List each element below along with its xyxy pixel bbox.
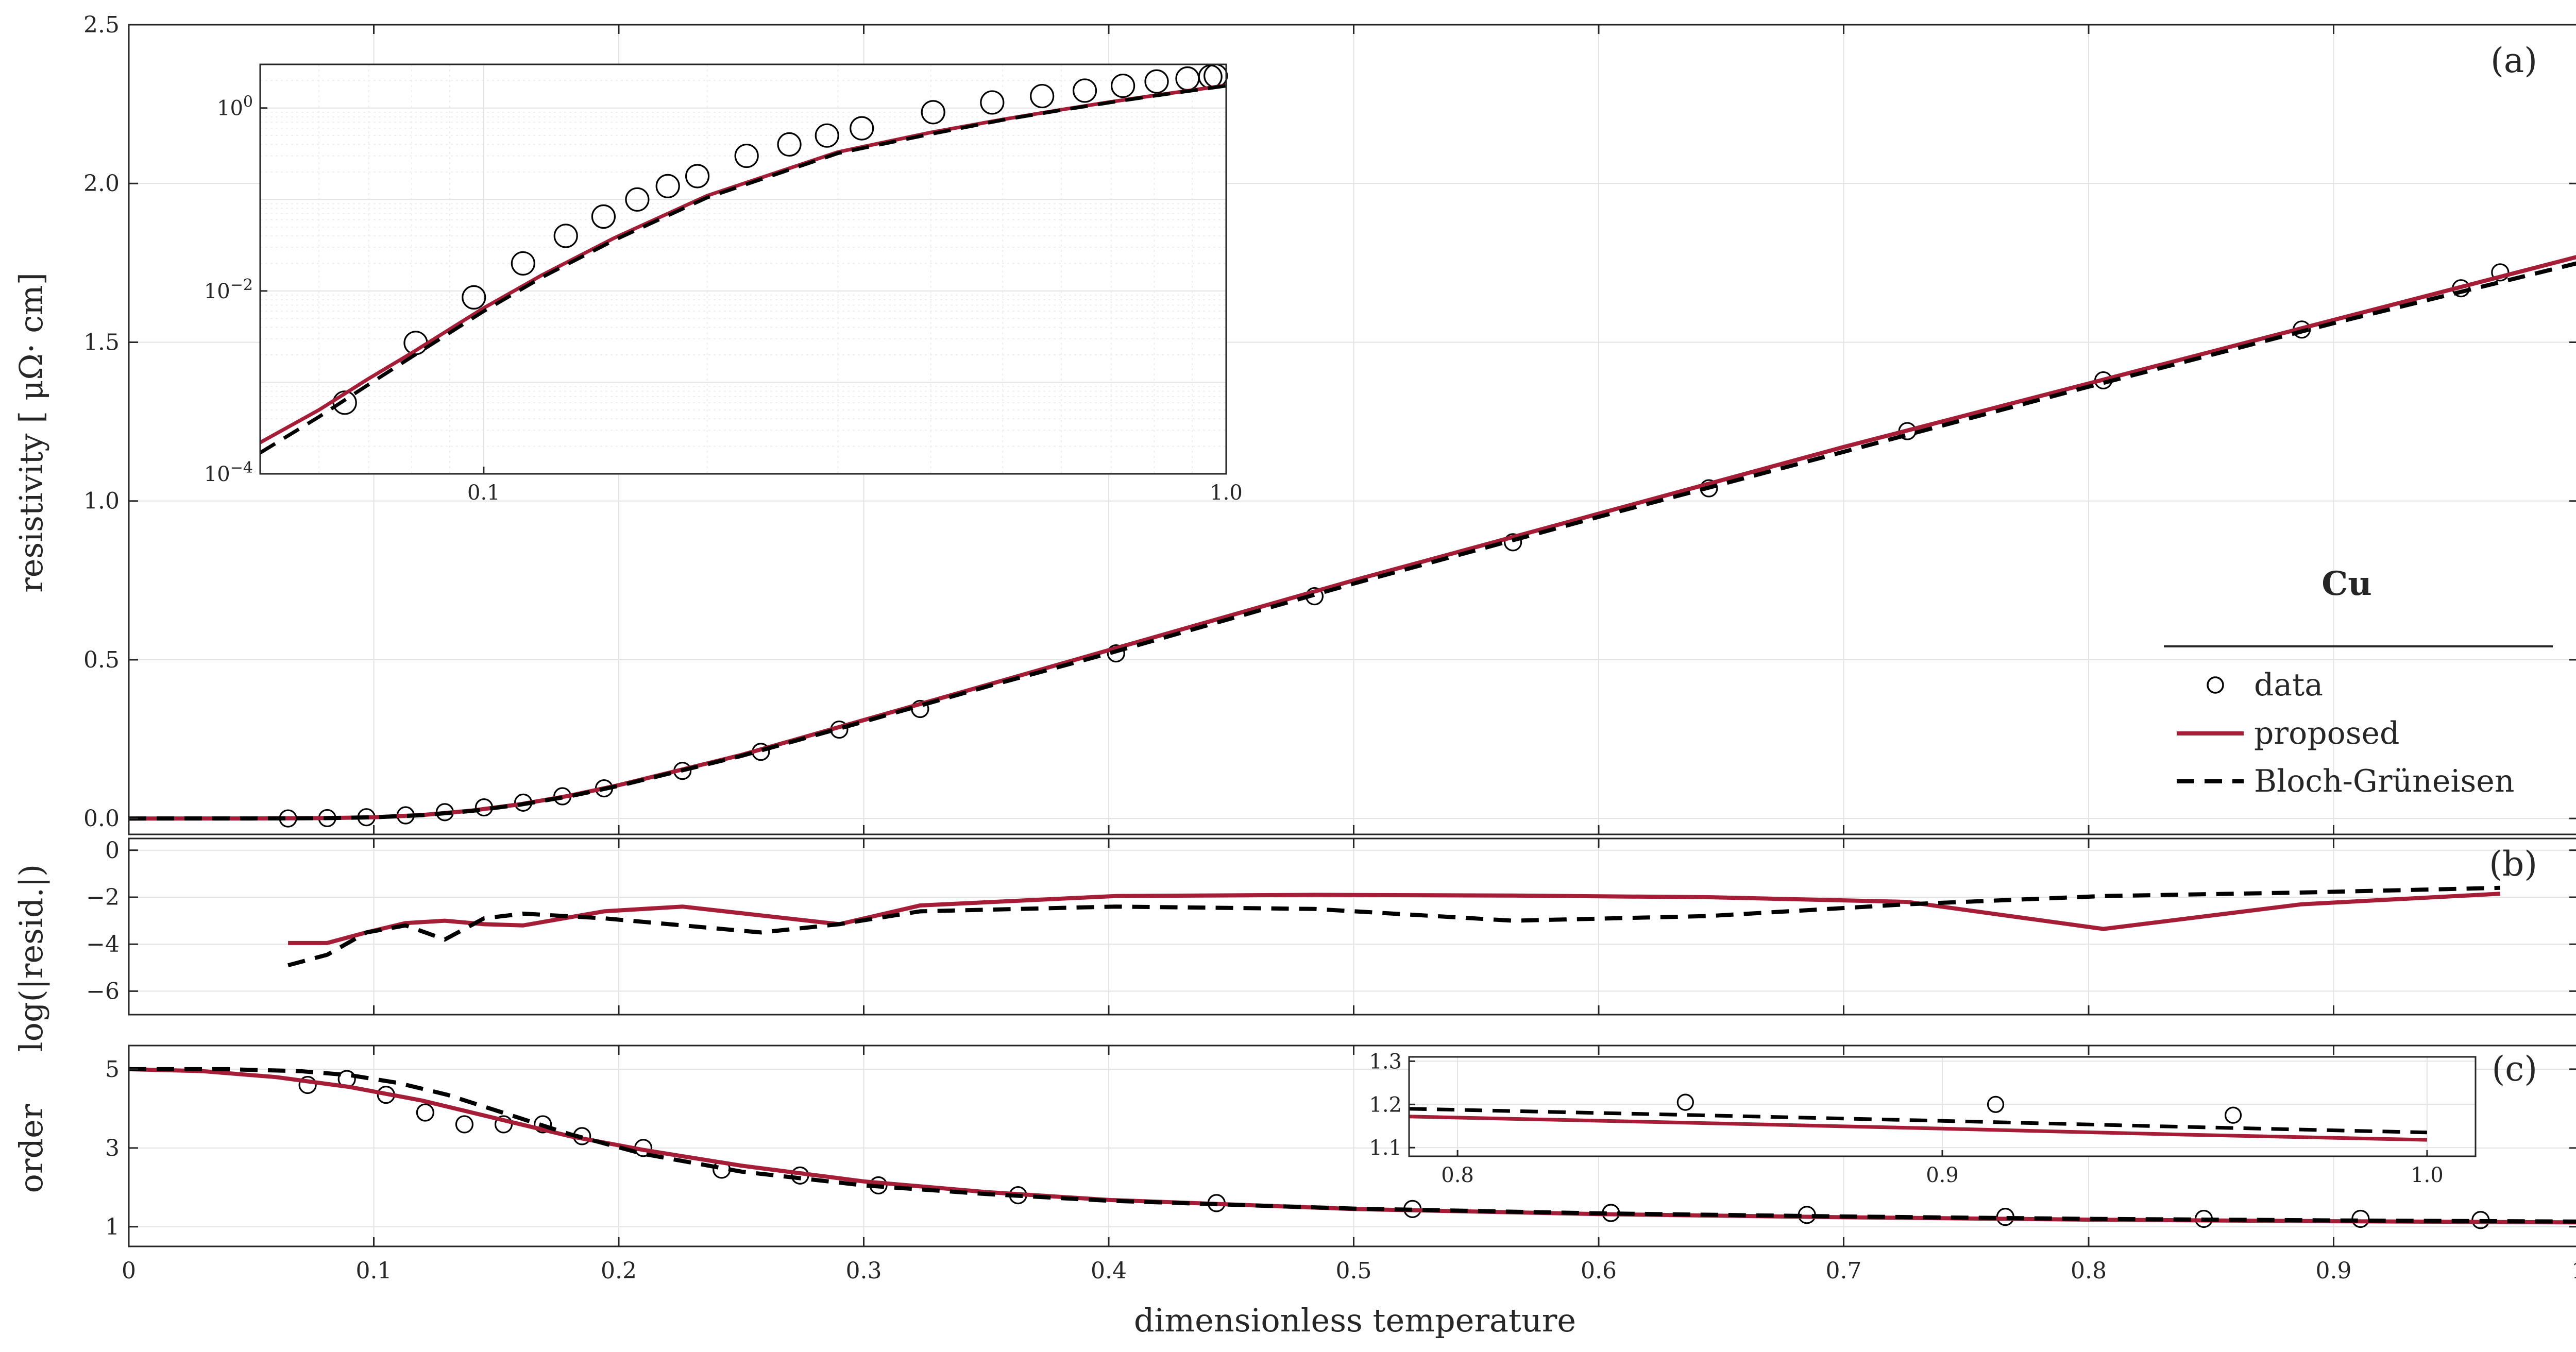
panel-label-b: (b) (2489, 844, 2537, 884)
legend-marker-data (2207, 676, 2224, 694)
panel-a-ytick-label-1: 0.5 (83, 647, 120, 673)
inset-a-data-point-10 (777, 132, 802, 157)
y-axis-label-b: log(|resid.|) (12, 864, 50, 1052)
y-axis-label-a: resistivity [ μΩ· cm] (12, 272, 50, 593)
panel-c-bloch-gruneisen-line (129, 1067, 2576, 1224)
x-tick-label-3: 0.3 (846, 1258, 882, 1284)
x-tick-label-9: 0.9 (2316, 1258, 2352, 1284)
panel-b-bloch-gruneisen-line (287, 885, 2500, 968)
panel-b-ytick-label-0: 0 (105, 837, 120, 864)
inset-a-frame (259, 63, 1227, 475)
panel-a-ytick-label-5: 2.5 (83, 12, 120, 38)
inset-c-xtick-label-2: 1.0 (2411, 1163, 2444, 1187)
x-tick-label-4: 0.4 (1091, 1258, 1127, 1284)
inset-a-ytick-label-2: 100 (217, 93, 253, 121)
inset-a-data-point-8 (685, 164, 710, 189)
inset-c-ytick-label-1: 1.2 (1369, 1093, 1402, 1117)
x-tick-label-2: 0.2 (601, 1258, 637, 1284)
panel-c-ytick-label-0: 1 (105, 1214, 120, 1240)
x-tick-label-10: 1 (2571, 1258, 2576, 1284)
panel-a-data-point-21 (2491, 263, 2510, 282)
panel-a-ytick-label-3: 1.5 (83, 329, 120, 355)
inset-a-background (260, 64, 1226, 474)
inset-a-data-point-7 (655, 174, 680, 198)
inset-c-xtick-label-1: 0.9 (1926, 1163, 1959, 1187)
x-tick-label-7: 0.7 (1826, 1258, 1862, 1284)
panel-a-ytick-label-4: 2.0 (83, 170, 120, 197)
inset-a-data-point-11 (815, 123, 839, 148)
inset-a-ytick-label-1: 10−2 (204, 276, 253, 303)
legend-label-bloch: Bloch-Grüneisen (2254, 763, 2514, 799)
inset-a (259, 63, 1228, 475)
inset-a-data-point-17 (1110, 73, 1136, 98)
inset-c-data-point-2 (2224, 1106, 2242, 1124)
inset-c-ytick-label-2: 1.3 (1369, 1050, 1402, 1073)
panel-label-a: (a) (2490, 41, 2537, 80)
panel-c-data-point-5 (494, 1115, 513, 1134)
y-axis-label-c: order (12, 1104, 50, 1193)
panel-label-c: (c) (2492, 1049, 2537, 1089)
x-tick-label-6: 0.6 (1581, 1258, 1617, 1284)
inset-a-data-point-15 (1030, 83, 1055, 109)
inset-c-data-point-1 (1987, 1096, 2005, 1113)
panel-c-data-point-0 (298, 1075, 317, 1094)
panel-c-ytick-label-2: 5 (105, 1056, 120, 1083)
panel-a-data-point-13 (1107, 644, 1125, 663)
x-tick-label-8: 0.8 (2071, 1258, 2107, 1284)
panel-a-bloch-gruneisen-line (128, 261, 2576, 821)
inset-a-data-point-9 (734, 143, 759, 168)
panel-a-ytick-label-2: 1.0 (83, 488, 120, 515)
legend-label-data: data (2254, 667, 2323, 703)
inset-a-xtick-label-1: 1.0 (1210, 481, 1243, 505)
inset-a-data-point-2 (462, 285, 486, 310)
inset-a-data-point-16 (1072, 78, 1097, 103)
inset-c-ytick-label-0: 1.1 (1369, 1136, 1402, 1160)
inset-a-ytick-label-0: 10−4 (204, 459, 253, 486)
inset-a-data-point-14 (980, 90, 1005, 115)
legend-title: Cu (2321, 564, 2371, 603)
inset-a-data-point-12 (850, 116, 874, 141)
inset-a-data-point-18 (1144, 69, 1169, 94)
inset-a-data-point-5 (591, 204, 616, 229)
panel-c-ytick-label-1: 3 (105, 1135, 120, 1161)
x-tick-label-0: 0 (122, 1258, 136, 1284)
legend: Cu data proposed Bloch-Grüneisen (2164, 564, 2553, 799)
x-tick-label-1: 0.1 (356, 1258, 392, 1284)
x-axis-label: dimensionless temperature (1134, 1302, 1576, 1339)
inset-c-xtick-label-0: 0.8 (1441, 1163, 1474, 1187)
inset-a-data-point-4 (553, 224, 578, 248)
inset-a-xtick-label-0: 0.1 (467, 481, 500, 505)
panel-b-ytick-label-1: −2 (86, 884, 120, 911)
inset-c (1408, 1056, 2477, 1157)
panel-c-data-point-4 (455, 1115, 474, 1134)
panel-c-data-point-6 (533, 1115, 552, 1134)
inset-c-proposed-line (1409, 1115, 2427, 1142)
legend-label-proposed: proposed (2254, 715, 2399, 751)
panel-a-ytick-label-0: 0.0 (83, 806, 120, 832)
inset-a-bloch-gruneisen-line (259, 84, 1227, 455)
inset-c-bloch-gruneisen-line (1409, 1107, 2427, 1135)
inset-c-data-point-0 (1676, 1093, 1694, 1111)
inset-a-data-point-13 (921, 100, 945, 125)
panel-a-data-point-15 (1503, 533, 1522, 552)
inset-a-data-point-3 (511, 251, 535, 276)
panel-b-ytick-label-3: −6 (86, 978, 120, 1004)
panel-c-data-point-3 (416, 1103, 434, 1122)
inset-a-data-point-6 (625, 187, 650, 212)
panel-b-ytick-label-2: −4 (86, 931, 120, 957)
x-tick-label-5: 0.5 (1336, 1258, 1372, 1284)
